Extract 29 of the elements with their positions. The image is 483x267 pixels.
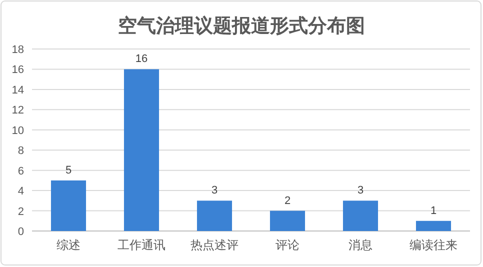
data-label: 3 bbox=[357, 184, 364, 197]
x-tick-label: 编读往来 bbox=[410, 238, 458, 252]
y-tick-label: 8 bbox=[18, 145, 24, 158]
data-label: 1 bbox=[430, 204, 437, 217]
data-label: 5 bbox=[65, 164, 72, 176]
bar bbox=[416, 220, 452, 231]
bar bbox=[270, 210, 306, 231]
y-tick-label: 2 bbox=[18, 206, 24, 218]
y-tick-label: 12 bbox=[12, 104, 24, 117]
data-label: 3 bbox=[211, 184, 218, 197]
y-tick-label: 18 bbox=[12, 44, 24, 56]
y-tick-label: 0 bbox=[18, 226, 24, 238]
bar bbox=[196, 200, 232, 231]
data-label: 16 bbox=[135, 53, 148, 66]
y-tick-label: 4 bbox=[18, 186, 24, 198]
bar bbox=[124, 69, 160, 231]
data-label: 2 bbox=[284, 194, 291, 207]
chart-title: 空气治理议题报道形式分布图 bbox=[118, 15, 365, 37]
y-tick-label: 16 bbox=[12, 64, 24, 76]
x-tick-label: 消息 bbox=[348, 238, 372, 252]
x-tick-label: 评论 bbox=[276, 238, 300, 252]
x-tick-label: 工作通讯 bbox=[118, 238, 166, 252]
y-tick-label: 6 bbox=[18, 165, 24, 178]
y-tick-label: 10 bbox=[12, 124, 24, 137]
y-tick-label: 14 bbox=[12, 84, 24, 96]
x-tick-label: 热点述评 bbox=[190, 238, 238, 252]
x-tick-label: 综述 bbox=[56, 238, 80, 252]
bar bbox=[342, 200, 378, 231]
bar bbox=[50, 180, 86, 231]
